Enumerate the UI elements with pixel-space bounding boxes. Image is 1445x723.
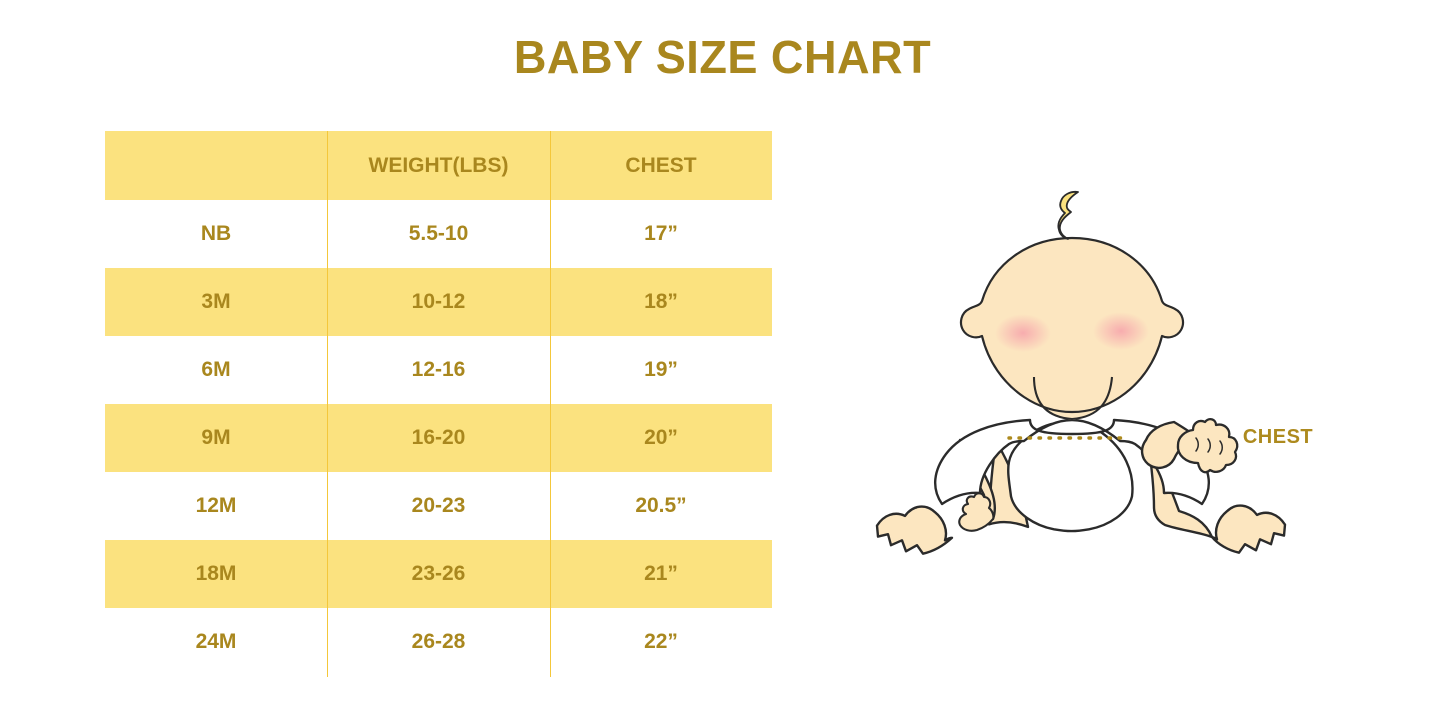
svg-text:CHEST: CHEST — [1243, 426, 1313, 448]
